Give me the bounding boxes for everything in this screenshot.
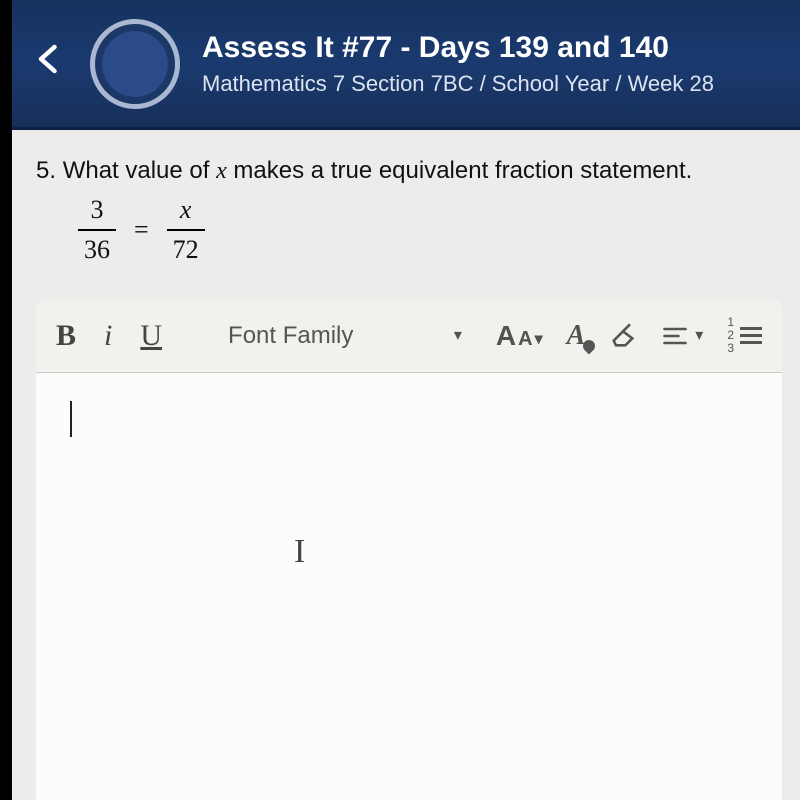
font-size-small-a: A [518, 328, 532, 351]
fraction-right-denominator: 72 [167, 235, 205, 265]
bold-button[interactable]: B [56, 319, 76, 353]
back-arrow-icon[interactable] [32, 41, 68, 87]
fraction-left-numerator: 3 [85, 195, 110, 225]
font-family-label-text: Font Family [228, 322, 353, 350]
fraction-left: 3 36 [78, 195, 116, 265]
fraction-right-numerator: x [174, 195, 198, 225]
font-size-big-a: A [496, 320, 516, 352]
numbered-list-icon: 123 [727, 316, 734, 356]
question-variable: x [216, 158, 227, 184]
list-lines-icon [740, 327, 762, 344]
header-text-block: Assess It #77 - Days 139 and 140 Mathema… [202, 31, 714, 97]
equation: 3 36 = x 72 [36, 195, 782, 265]
font-size-caret-icon: ▾ [535, 329, 543, 349]
toolbar-right-icons: AA ▾ A [496, 316, 762, 356]
avatar-inner [102, 31, 168, 97]
fraction-bar [78, 229, 116, 231]
text-align-dropdown[interactable]: ▾ [661, 322, 703, 350]
clear-formatting-button[interactable] [609, 322, 637, 350]
page-breadcrumb: Mathematics 7 Section 7BC / School Year … [202, 71, 714, 97]
italic-button[interactable]: i [104, 319, 112, 353]
underline-button[interactable]: U [140, 319, 162, 353]
align-caret-icon: ▾ [695, 325, 703, 345]
question-prompt: 5. What value of x makes a true equivale… [36, 157, 782, 185]
ibeam-cursor-icon: I [294, 533, 305, 571]
text-caret [70, 401, 72, 437]
avatar[interactable] [90, 19, 180, 109]
fraction-bar [167, 229, 205, 231]
font-color-button[interactable]: A [567, 320, 586, 352]
eraser-icon [609, 322, 637, 350]
editor-toolbar: B i U Font Family ▾ AA ▾ A [36, 299, 782, 373]
align-left-icon [661, 322, 689, 350]
screen: Assess It #77 - Days 139 and 140 Mathema… [0, 0, 800, 800]
fraction-left-denominator: 36 [78, 235, 116, 265]
content-area: 5. What value of x makes a true equivale… [12, 133, 800, 800]
fraction-right: x 72 [167, 195, 205, 265]
font-family-caret-icon[interactable]: ▾ [454, 325, 462, 345]
font-family-dropdown[interactable]: Font Family [228, 322, 353, 350]
equals-sign: = [134, 215, 149, 245]
page-header: Assess It #77 - Days 139 and 140 Mathema… [12, 0, 800, 130]
numbered-list-button[interactable]: 123 [727, 316, 762, 356]
font-size-dropdown[interactable]: AA ▾ [496, 320, 543, 352]
rich-text-editor: B i U Font Family ▾ AA ▾ A [36, 299, 782, 800]
left-bezel [0, 0, 12, 800]
editor-textarea[interactable]: I [36, 373, 782, 800]
question-number: 5. [36, 157, 56, 184]
question-text-after: makes a true equivalent fraction stateme… [227, 157, 693, 184]
question-text-before: What value of [63, 157, 216, 184]
page-title: Assess It #77 - Days 139 and 140 [202, 31, 714, 65]
